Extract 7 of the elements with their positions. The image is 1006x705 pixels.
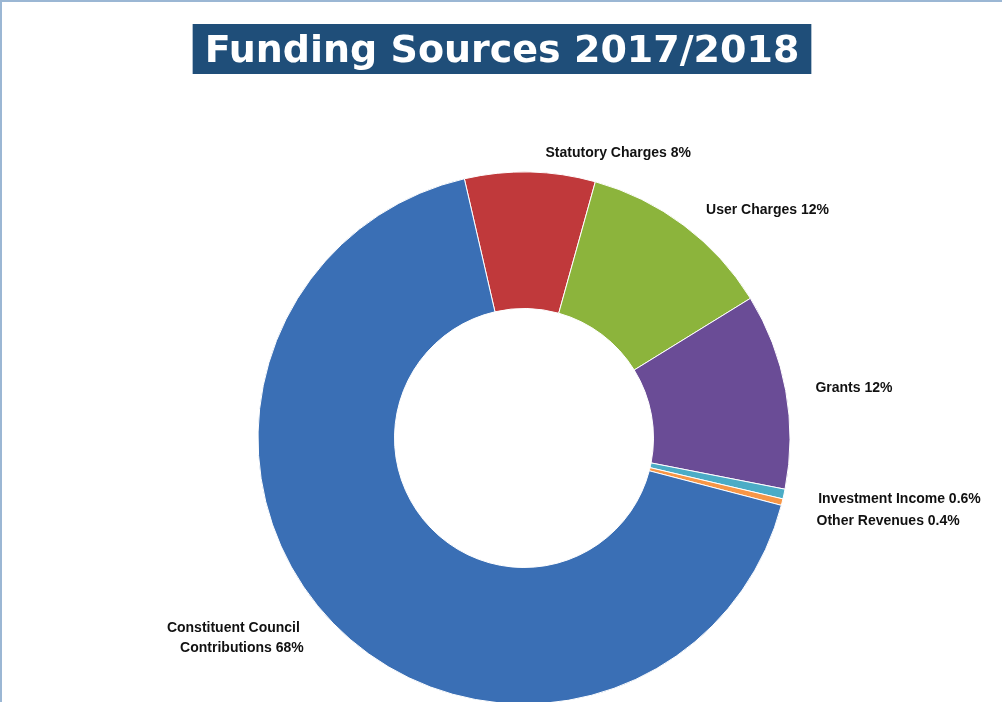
slice-label: Constituent Council Contributions 68% [166, 619, 305, 656]
slice-label: Investment Income 0.6% [818, 490, 982, 507]
slice-label: Statutory Charges 8% [545, 144, 692, 161]
slice-label: Other Revenues 0.4% [816, 512, 961, 529]
slice-label: Grants 12% [815, 378, 893, 395]
chart-title: Funding Sources 2017/2018 [204, 27, 800, 71]
slice-label: User Charges 12% [706, 201, 830, 218]
